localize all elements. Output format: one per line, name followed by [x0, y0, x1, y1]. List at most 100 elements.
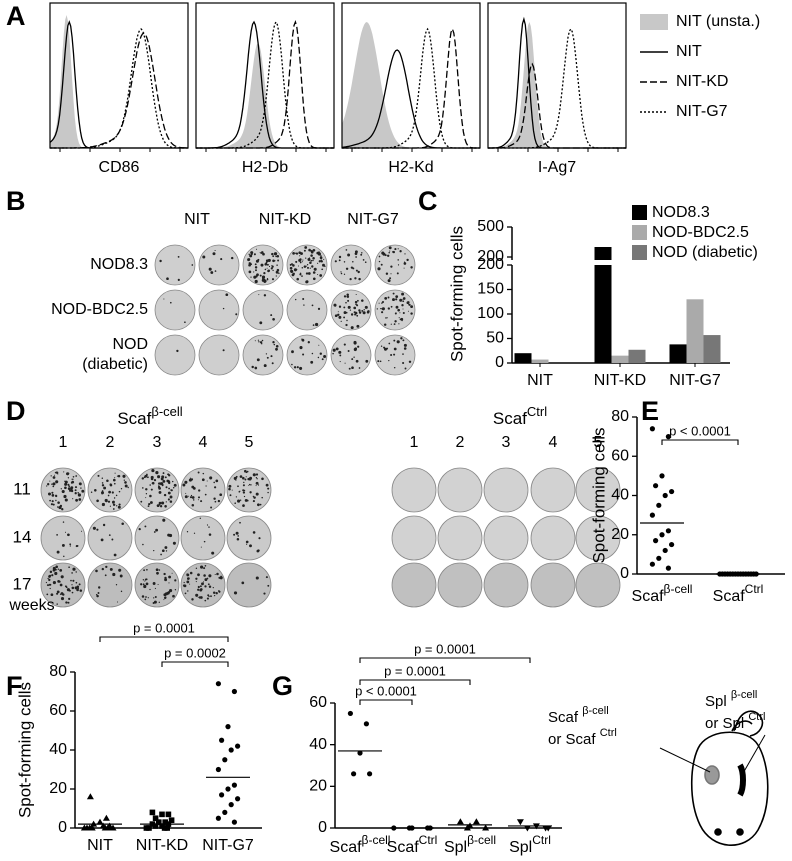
spot [59, 583, 63, 587]
spot [275, 347, 278, 351]
spot [74, 586, 78, 590]
spot [94, 489, 97, 492]
spot [312, 248, 316, 252]
spot [379, 360, 382, 363]
spot [122, 474, 126, 478]
spot [52, 476, 56, 479]
spot [165, 501, 167, 503]
spot [266, 263, 269, 266]
point [656, 555, 662, 561]
well [40, 515, 86, 561]
spot [239, 475, 243, 478]
spot [197, 585, 200, 589]
point [225, 724, 231, 730]
spot [113, 553, 117, 557]
spot [164, 505, 167, 508]
spot [168, 575, 172, 579]
point [649, 512, 656, 518]
spot [261, 496, 263, 499]
spot [71, 586, 75, 590]
spot [233, 533, 236, 536]
y-tick-label: 50 [486, 330, 504, 347]
spot [401, 292, 405, 296]
diagram-label-sup: Ctrl [748, 711, 765, 723]
spot [155, 471, 159, 475]
spot [255, 259, 259, 263]
spot [51, 494, 55, 497]
spot [168, 533, 173, 538]
spot [360, 253, 363, 256]
spot [377, 360, 380, 363]
spot [317, 307, 321, 311]
spot [292, 252, 295, 255]
spot [250, 484, 252, 486]
spot [346, 319, 348, 322]
spot [319, 274, 323, 277]
spot [123, 479, 125, 481]
spot [58, 506, 62, 510]
spot [201, 478, 205, 482]
spot [154, 596, 157, 598]
spot [158, 485, 160, 487]
spot [149, 501, 153, 504]
spot [149, 494, 152, 498]
spot [261, 477, 264, 481]
y-tick-label: 60 [309, 694, 327, 711]
spot [356, 314, 359, 317]
spot [148, 502, 151, 506]
spot [289, 266, 293, 270]
spot [74, 492, 77, 495]
spot [242, 489, 245, 492]
spot [410, 266, 413, 269]
y-tick-label: 100 [477, 305, 504, 322]
well [286, 289, 328, 331]
panel-label: C [418, 186, 438, 216]
y-tick-label: 0 [495, 354, 504, 371]
spot [58, 580, 61, 583]
spot [195, 567, 198, 569]
spot [228, 484, 232, 488]
spot [276, 268, 280, 272]
spot [408, 360, 412, 364]
spot [255, 477, 258, 479]
spot [112, 572, 116, 577]
spot [273, 252, 277, 256]
diagram-label: or Spl Ctrl [705, 711, 765, 732]
spot [62, 491, 64, 494]
histogram-fill [196, 43, 334, 148]
y-tick-label: 40 [309, 736, 327, 753]
spot [378, 302, 380, 304]
spot [56, 603, 58, 605]
spot [188, 495, 190, 497]
spot [302, 259, 304, 261]
y-tick-label: 0 [58, 819, 67, 836]
spot [318, 344, 320, 346]
well [242, 289, 284, 331]
spot [147, 476, 149, 479]
x-axis-label: H2-Db [242, 159, 288, 176]
diagram-label: or Scaf Ctrl [548, 727, 617, 748]
row-label: NOD [112, 336, 148, 353]
spot [46, 485, 48, 487]
spot [75, 581, 78, 584]
spot [64, 482, 68, 486]
x-tick-label-base: Scaf [713, 588, 746, 605]
spot [55, 565, 58, 569]
point [231, 688, 237, 695]
spot [51, 491, 54, 494]
spot [270, 314, 273, 317]
spot [204, 585, 207, 588]
point [159, 811, 165, 818]
spot [354, 307, 356, 310]
spot [150, 488, 153, 491]
well [391, 467, 437, 513]
point [222, 809, 228, 816]
legend-label: NOD (diabetic) [652, 244, 758, 261]
diagram-label-sup: β-cell [582, 705, 609, 717]
spot [246, 499, 249, 502]
spot [117, 505, 121, 509]
spot [265, 483, 269, 487]
point [523, 825, 531, 832]
group-title: Scafβ-cell [117, 404, 182, 428]
spot [392, 292, 395, 295]
